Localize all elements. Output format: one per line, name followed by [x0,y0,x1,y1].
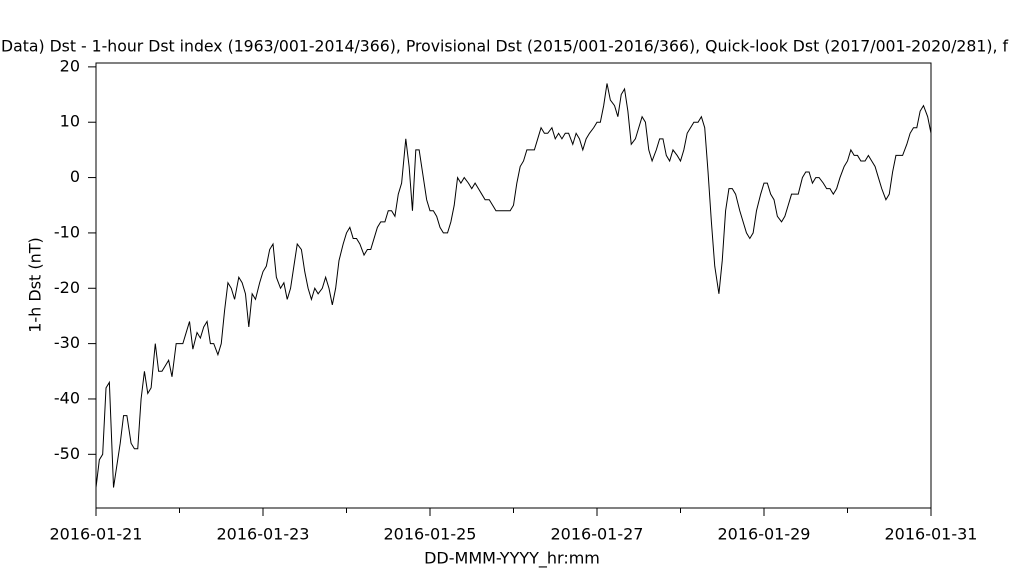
y-tick-label: 20 [60,56,80,75]
plot-frame [95,62,932,509]
y-axis-label: 1-h Dst (nT) [26,237,45,333]
y-tick-label: -30 [54,333,80,352]
y-tick-label: 0 [70,167,80,186]
x-tick-label: 2016-01-29 [718,525,811,544]
data-line [95,83,932,488]
y-tick-label: -20 [54,278,80,297]
x-tick-label: 2016-01-25 [384,525,477,544]
x-tick-label: 2016-01-31 [885,525,978,544]
chart-title: Data) Dst - 1-hour Dst index (1963/001-2… [1,37,1008,56]
x-axis-label: DD-MMM-YYYY_hr:mm [424,549,600,569]
x-tick-label: 2016-01-21 [50,525,143,544]
x-tick-label: 2016-01-27 [551,525,644,544]
y-tick-label: -10 [54,222,80,241]
y-tick-label: 10 [60,112,80,131]
x-tick-label: 2016-01-23 [217,525,310,544]
y-tick-label: -50 [54,444,80,463]
y-tick-label: -40 [54,388,80,407]
